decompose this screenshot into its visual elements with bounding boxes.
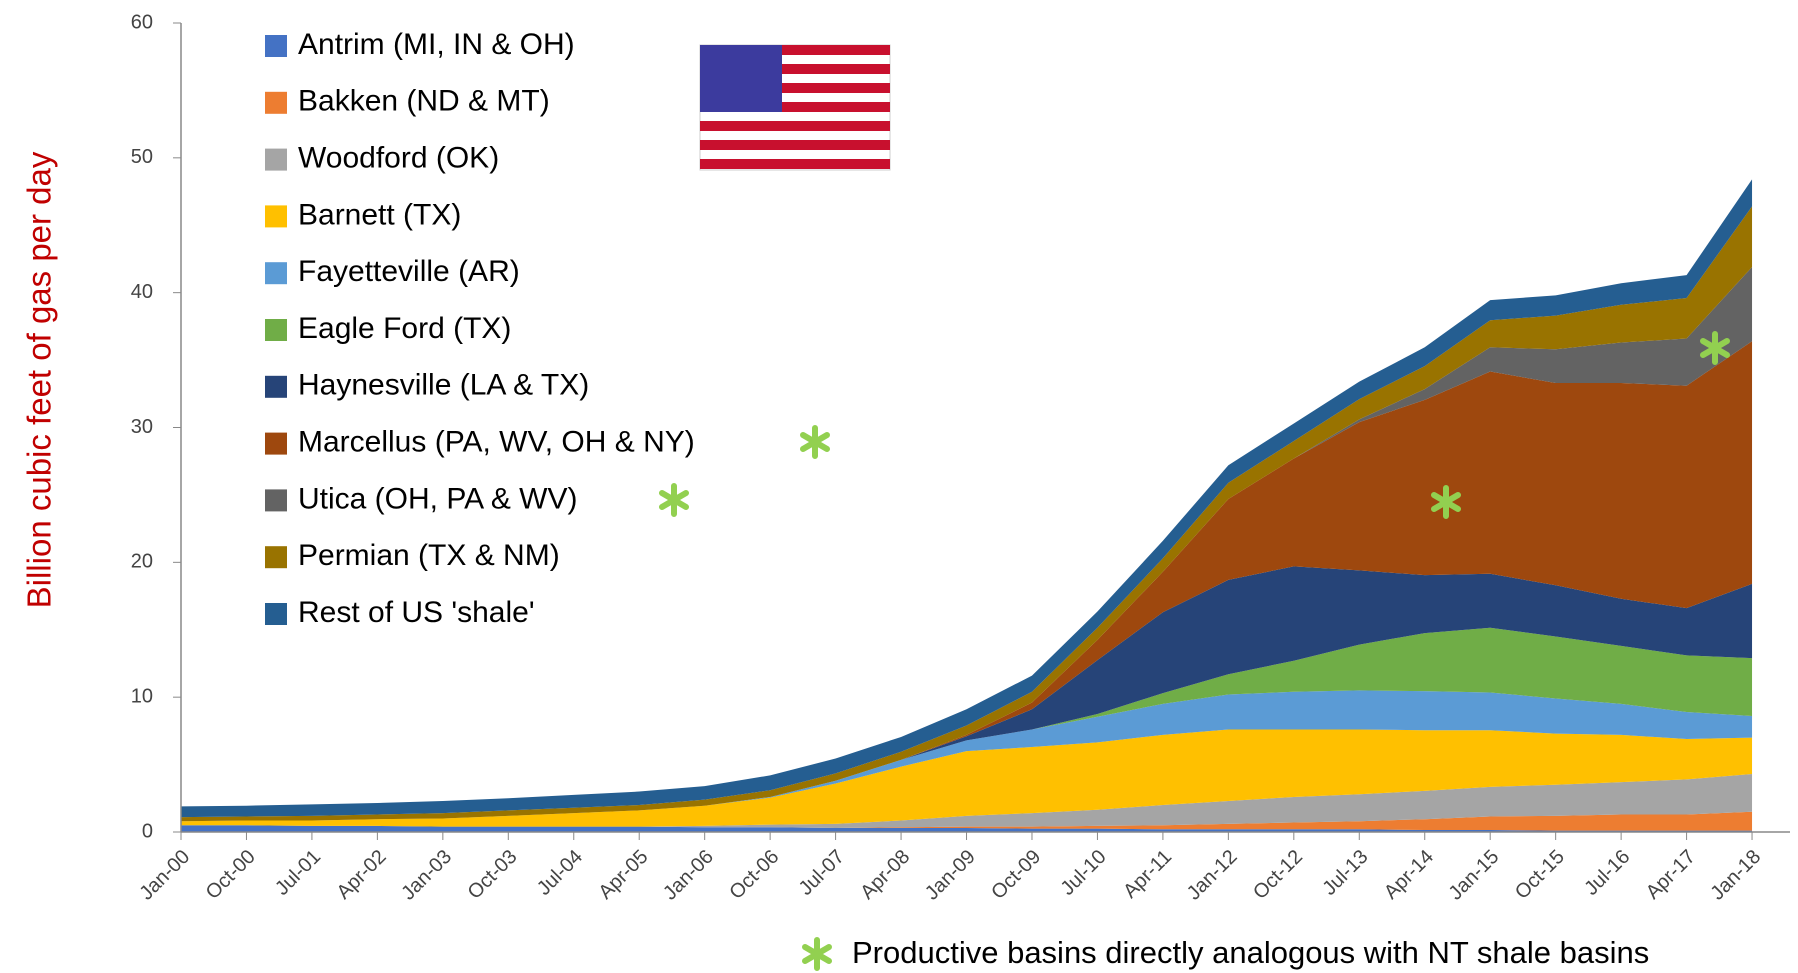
y-tick-label: 60 (131, 11, 153, 33)
x-tick-label: Jul-13 (1318, 846, 1372, 900)
area (181, 690, 1753, 822)
legend-label: Permian (TX & NM) (298, 539, 560, 572)
x-tick-label: Oct-09 (987, 846, 1045, 904)
x-tick-label: Jan-00 (135, 846, 194, 905)
areas (181, 179, 1753, 832)
y-tick-label: 50 (131, 146, 153, 168)
x-tick-label: Jul-07 (795, 846, 849, 900)
area (181, 774, 1753, 828)
legend-label: Bakken (ND & MT) (298, 85, 550, 118)
x-tick-label: Oct-06 (725, 846, 783, 904)
x-tick-label: Apr-02 (333, 846, 391, 904)
x-tick-label: Oct-03 (464, 846, 522, 904)
legend-label: Rest of US 'shale' (298, 596, 535, 629)
x-tick-label: Jan-03 (397, 846, 456, 905)
x-tick-label: Apr-14 (1380, 846, 1438, 904)
area (181, 627, 1753, 822)
footnote: Productive basins directly analogous wit… (852, 935, 1649, 970)
x-tick-label: Apr-05 (594, 846, 652, 904)
legend-label: Haynesville (LA & TX) (298, 369, 589, 402)
x-tick-label: Jul-16 (1580, 846, 1634, 900)
legend-swatch (265, 319, 287, 341)
legend-label: Woodford (OK) (298, 142, 499, 175)
legend-swatch (265, 546, 287, 569)
area (181, 729, 1753, 827)
y-axis-label: Billion cubic feet of gas per day (21, 151, 58, 608)
asterisks (659, 331, 1730, 971)
legend-swatch (265, 148, 287, 171)
x-tick-label: Jul-04 (533, 846, 587, 900)
x-tick-label: Oct-12 (1249, 846, 1307, 904)
legend-label: Eagle Ford (TX) (298, 312, 511, 345)
y-tick-label: 20 (131, 551, 153, 573)
x-tick-label: Jul-10 (1057, 846, 1111, 900)
legend-swatch (265, 91, 287, 114)
legend-label: Utica (OH, PA & WV) (298, 482, 577, 515)
y-tick-label: 0 (142, 820, 153, 842)
y-tick-label: 30 (131, 416, 153, 438)
x-tick-label: Oct-15 (1511, 846, 1569, 904)
legend-swatch (265, 432, 287, 455)
legend-label: Fayetteville (AR) (298, 255, 520, 288)
y-tick-label: 10 (131, 685, 153, 707)
legend-swatch (265, 489, 287, 512)
legend-swatch (265, 35, 287, 57)
x-tick-label: Apr-11 (1119, 846, 1176, 903)
flag (699, 44, 891, 171)
legend-label: Antrim (MI, IN & OH) (298, 28, 575, 61)
x-tick-label: Oct-00 (202, 846, 260, 904)
x-tick-label: Jan-06 (659, 846, 718, 905)
y-tick-label: 40 (131, 281, 153, 303)
x-tick-label: Jan-18 (1707, 846, 1766, 905)
area (181, 341, 1753, 822)
legend-swatch (265, 205, 287, 228)
legend-label: Barnett (TX) (298, 198, 461, 231)
area (181, 825, 1753, 832)
x-tick-label: Apr-17 (1642, 846, 1700, 904)
area (181, 811, 1753, 831)
x-tick-label: Jan-09 (921, 846, 980, 905)
x-tick-label: Apr-08 (856, 846, 914, 904)
area (181, 566, 1753, 822)
x-tick-label: Jan-15 (1445, 846, 1504, 905)
legend-swatch (265, 262, 287, 285)
x-tick-label: Jan-12 (1183, 846, 1242, 905)
x-tick-label: Jul-01 (271, 846, 325, 900)
legend-swatch (265, 375, 287, 398)
legend-label: Marcellus (PA, WV, OH & NY) (298, 426, 695, 459)
legend-swatch (265, 603, 287, 625)
